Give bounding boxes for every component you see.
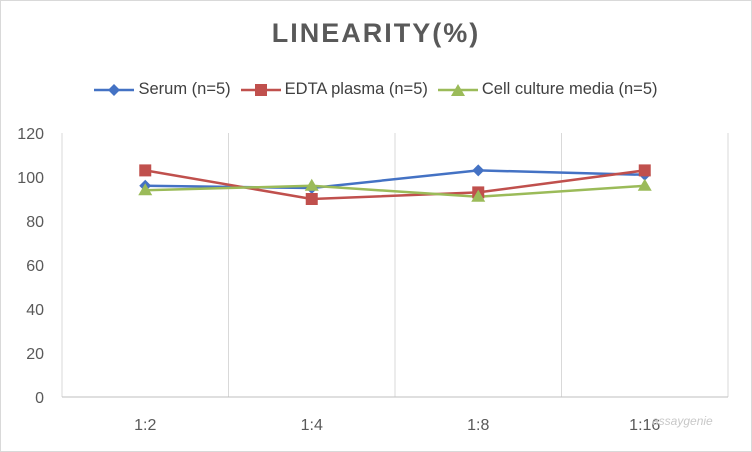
legend-label-cell-culture-media: Cell culture media (n=5) xyxy=(481,80,658,98)
data-point-triangle xyxy=(471,189,486,202)
y-tick-label: 100 xyxy=(17,170,44,187)
x-tick-label: 1:2 xyxy=(134,417,156,434)
y-tick-label: 60 xyxy=(26,258,44,275)
y-tick-label: 80 xyxy=(26,214,44,231)
legend-label-serum: Serum (n=5) xyxy=(138,80,231,98)
square-marker-icon xyxy=(240,83,281,96)
legend-item-serum: Serum (n=5) xyxy=(94,80,231,99)
triangle-marker-icon xyxy=(437,83,478,96)
chart-title: LINEARITY(%) xyxy=(271,18,481,48)
legend: Serum (n=5) EDTA plasma (n=5) Cell cultu… xyxy=(0,80,752,99)
data-point-triangle xyxy=(138,183,153,196)
y-tick-label: 40 xyxy=(26,302,44,319)
x-tick-label: 1:8 xyxy=(467,417,489,434)
x-tick-label: 1:4 xyxy=(301,417,323,434)
legend-item-edta-plasma: EDTA plasma (n=5) xyxy=(240,80,428,99)
x-tick-label: 1:16 xyxy=(629,417,660,434)
legend-item-cell-culture-media: Cell culture media (n=5) xyxy=(437,80,658,99)
series-line-2 xyxy=(145,184,645,199)
data-point-square xyxy=(638,164,651,177)
y-tick-label: 120 xyxy=(17,126,44,143)
data-point-diamond xyxy=(472,164,485,177)
legend-label-edta-plasma: EDTA plasma (n=5) xyxy=(284,80,428,98)
data-point-triangle xyxy=(637,178,652,191)
data-point-square xyxy=(305,193,318,205)
watermark: assaygenie xyxy=(652,414,713,428)
y-tick-label: 20 xyxy=(26,346,44,363)
data-point-square xyxy=(139,164,152,177)
data-point-triangle xyxy=(304,178,319,191)
series-line-1 xyxy=(145,169,645,201)
diamond-marker-icon xyxy=(94,83,135,96)
y-tick-label: 0 xyxy=(35,390,44,407)
